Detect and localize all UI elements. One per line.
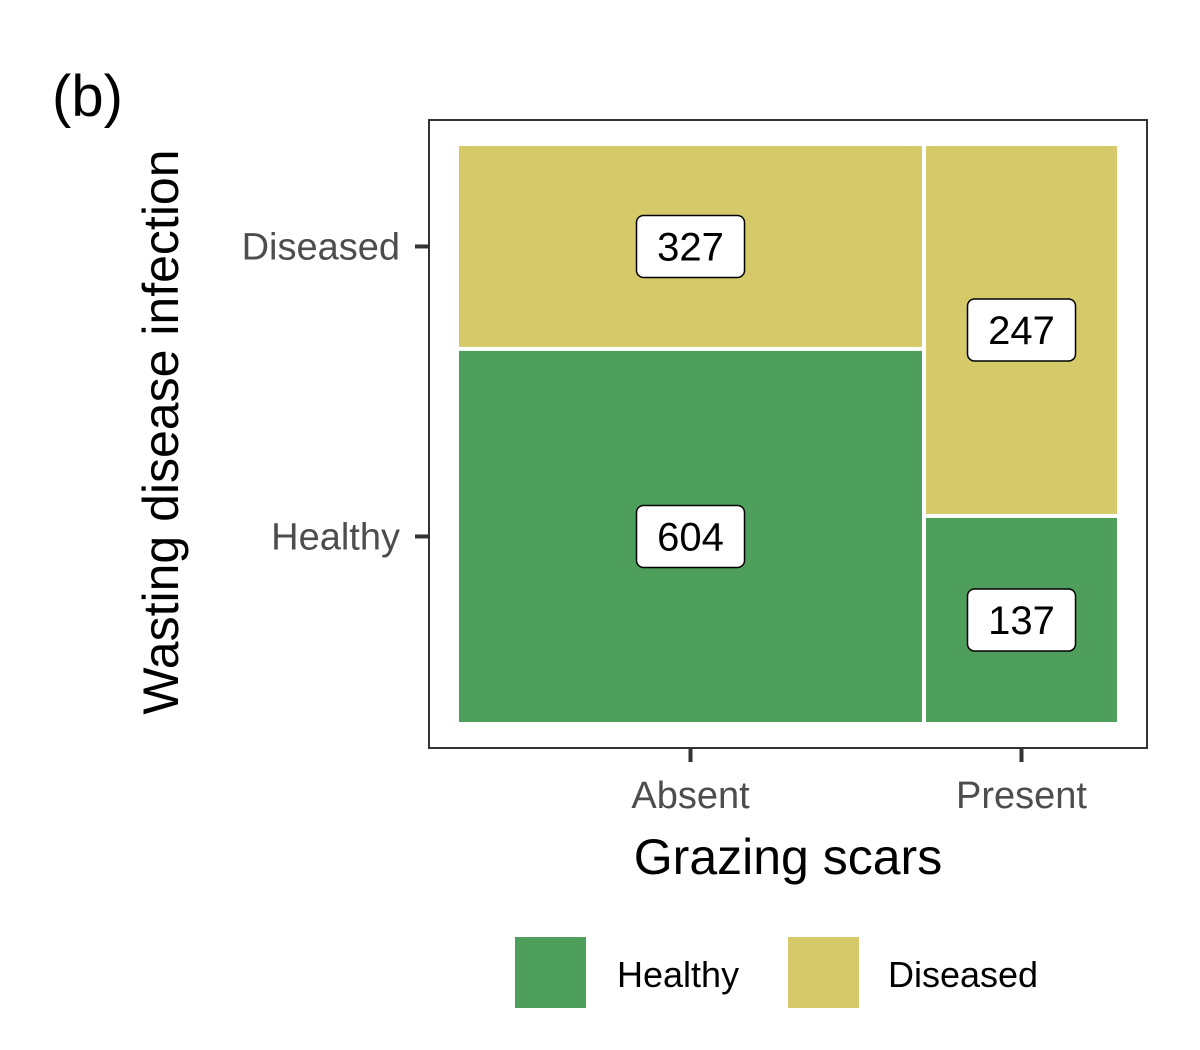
count-label-box-absent-diseased (635, 214, 746, 279)
count-label-box-present-healthy (966, 588, 1077, 652)
y-tick-label-diseased: Diseased (242, 226, 400, 268)
count-label-absent-healthy: 604 (657, 515, 724, 559)
panel-tag: (b) (52, 64, 123, 129)
x-axis-title: Grazing scars (634, 829, 942, 885)
count-label-absent-diseased: 327 (657, 225, 724, 269)
plot-area: 604 327 137 247 Absent Present Healthy Diseased (242, 119, 1148, 817)
y-tick-label-healthy: Healthy (271, 516, 400, 558)
legend-key-diseased (788, 937, 859, 1008)
y-axis-title: Wasting disease infection (133, 149, 189, 714)
legend-key-healthy (515, 937, 586, 1008)
x-tick-label-present: Present (956, 775, 1087, 817)
count-label-present-healthy: 137 (988, 599, 1055, 643)
count-label-box-absent-healthy (635, 504, 746, 569)
legend: Healthy Diseased (515, 937, 1038, 1008)
x-tick-label-absent: Absent (631, 775, 750, 817)
panel-border (428, 119, 1148, 749)
count-label-box-present-diseased (966, 298, 1077, 362)
count-label-present-diseased: 247 (988, 309, 1055, 353)
legend-label-healthy: Healthy (617, 954, 739, 995)
legend-label-diseased: Diseased (888, 954, 1038, 995)
